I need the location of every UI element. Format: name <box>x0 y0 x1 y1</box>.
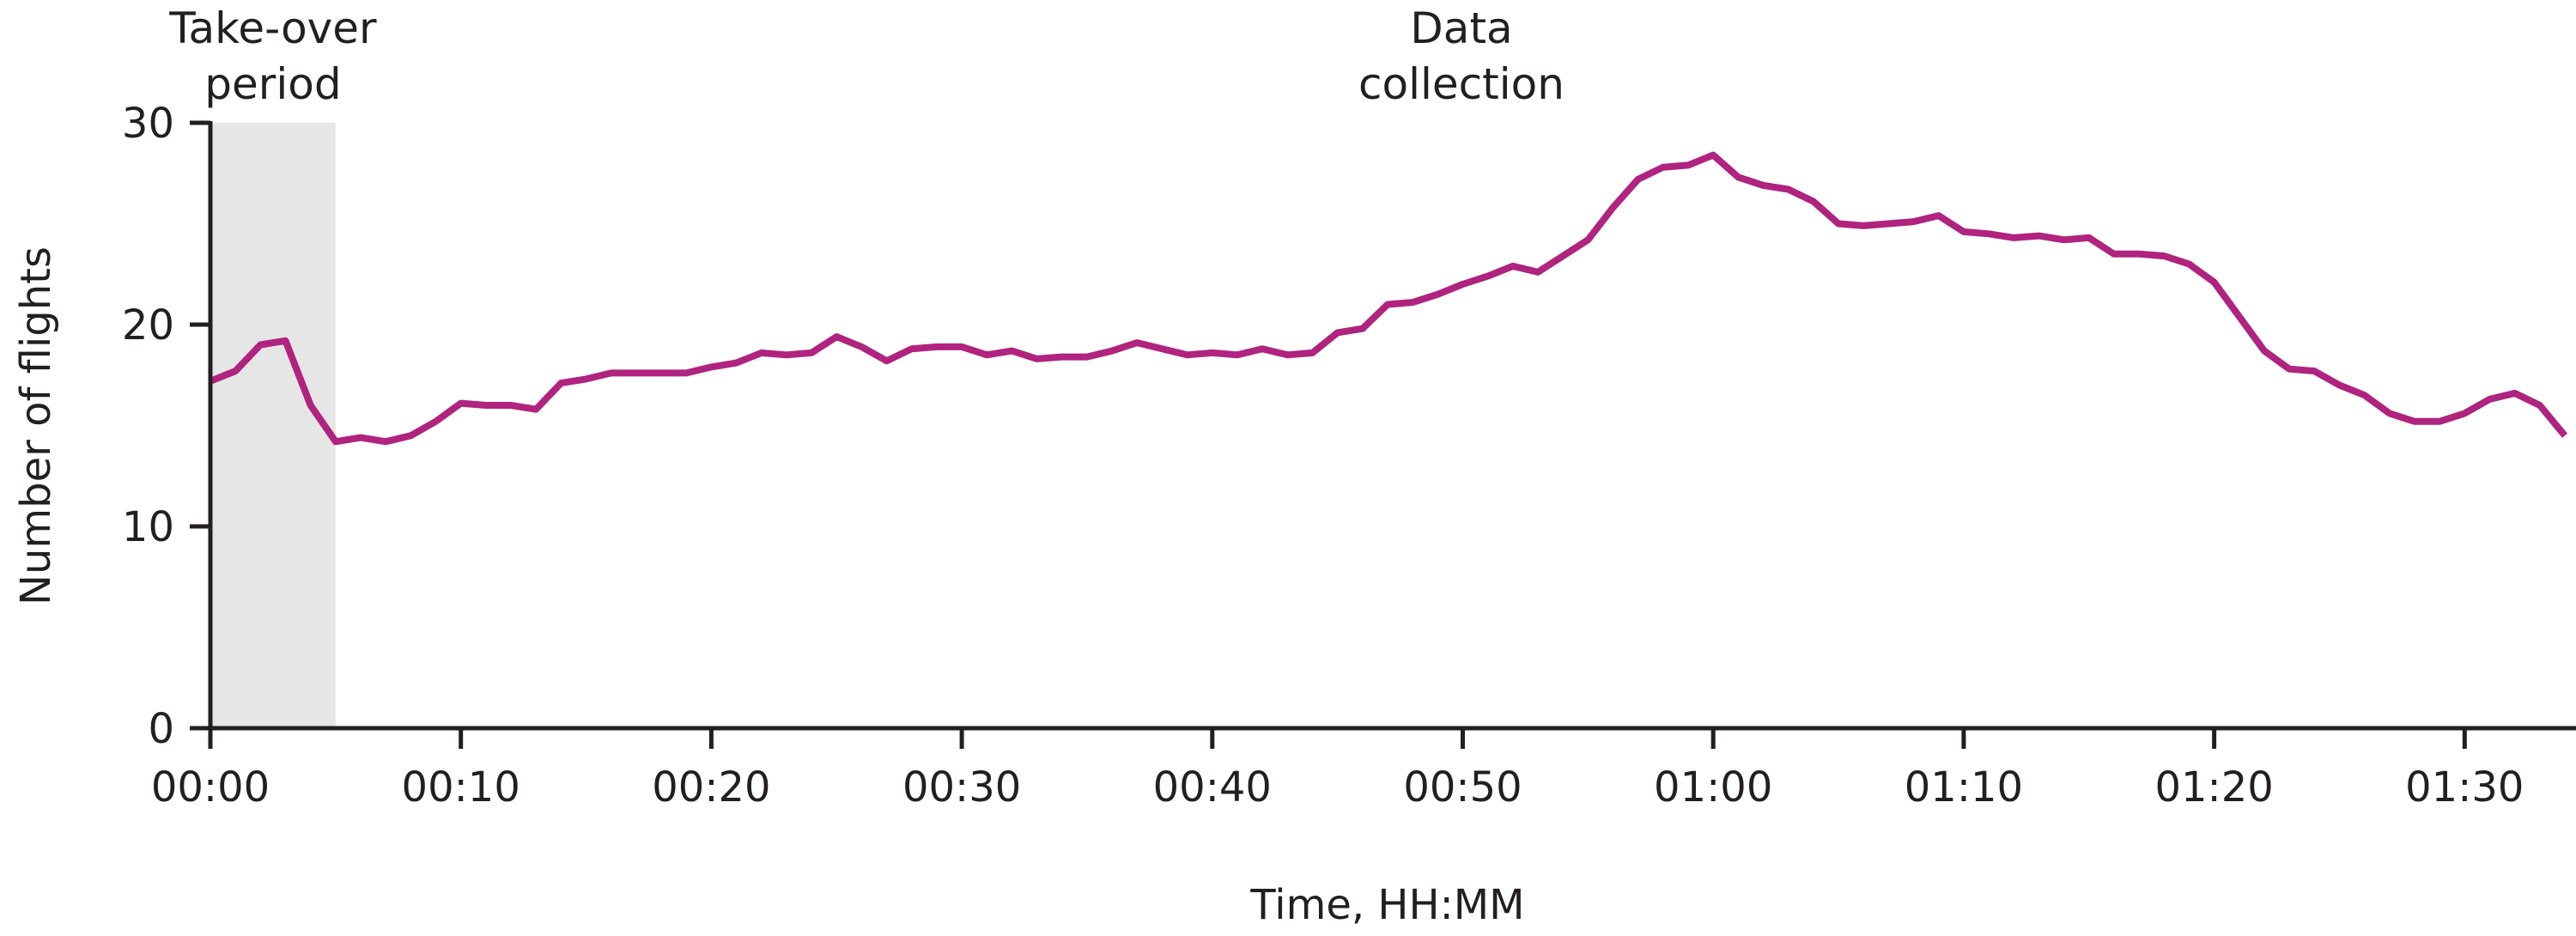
x-tick-label: 01:30 <box>2405 763 2524 811</box>
annotation-label: Take-over <box>168 3 377 53</box>
x-tick-label: 00:20 <box>652 763 770 811</box>
annotation-label: Data <box>1410 3 1512 53</box>
y-tick-label: 30 <box>122 100 174 148</box>
take-over-period-shade <box>210 123 336 728</box>
x-tick-label: 01:20 <box>2154 763 2273 811</box>
x-tick-label: 00:40 <box>1153 763 1272 811</box>
x-tick-label: 00:00 <box>151 763 270 811</box>
y-tick-label: 20 <box>122 301 174 349</box>
series-line <box>209 151 2568 446</box>
annotation-label: collection <box>1358 59 1564 109</box>
y-tick-label: 0 <box>148 705 174 753</box>
x-tick-label: 00:30 <box>902 763 1021 811</box>
x-tick-label: 00:10 <box>402 763 520 811</box>
annotation-label: period <box>204 59 341 109</box>
y-tick-label: 10 <box>122 503 174 551</box>
x-tick-label: 01:00 <box>1654 763 1772 811</box>
x-axis-label: Time, HH:MM <box>1249 881 1524 929</box>
y-axis-label: Number of flights <box>12 246 60 605</box>
x-tick-label: 00:50 <box>1403 763 1522 811</box>
x-tick-label: 01:10 <box>1905 763 2023 811</box>
